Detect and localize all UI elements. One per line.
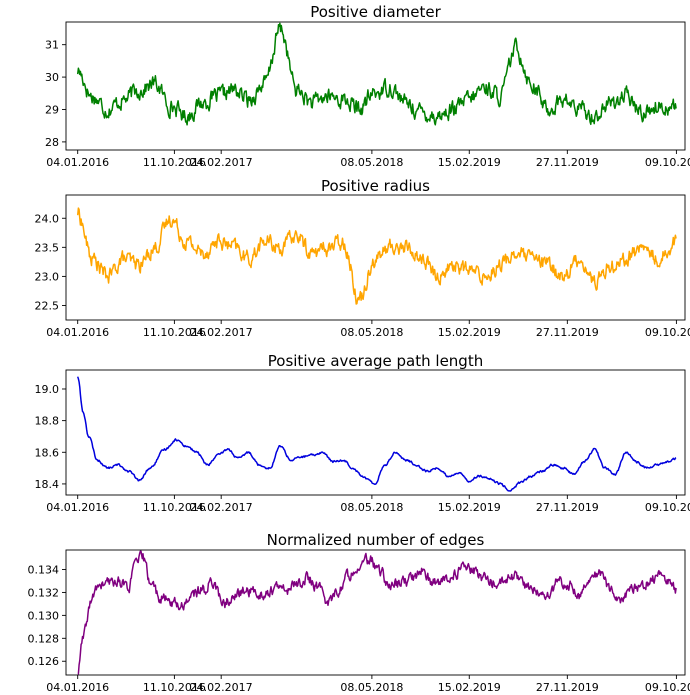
x-tick-label: 11.10.2016 xyxy=(143,501,206,514)
x-tick-label: 04.01.2016 xyxy=(46,501,109,514)
y-tick-label: 0.134 xyxy=(28,563,60,576)
chart-title: Positive diameter xyxy=(310,3,441,21)
x-tick-label: 27.11.2019 xyxy=(536,501,599,514)
x-tick-label: 04.01.2016 xyxy=(46,156,109,169)
chart-title: Positive average path length xyxy=(268,352,483,370)
y-tick-label: 18.6 xyxy=(35,446,60,459)
axes-frame xyxy=(65,21,686,151)
y-tick-label: 30 xyxy=(45,71,59,84)
chart-title: Normalized number of edges xyxy=(267,531,485,549)
y-tick-label: 22.5 xyxy=(35,299,60,312)
y-tick-label: 24.0 xyxy=(35,212,60,225)
x-tick-label: 08.05.2018 xyxy=(340,156,403,169)
x-tick-label: 15.02.2019 xyxy=(438,501,501,514)
chart-diameter: Positive diameter 28 29 30 31 04.01.2016 11.10… xyxy=(45,3,690,169)
x-tick-label: 09.10.2020 xyxy=(645,681,690,694)
axes-frame xyxy=(65,369,686,496)
y-tick-label: 0.126 xyxy=(28,655,60,668)
series-line xyxy=(76,207,677,305)
y-tick-label: 23.0 xyxy=(35,270,60,283)
x-tick-label: 09.10.2020 xyxy=(645,501,690,514)
y-tick-label: 18.8 xyxy=(35,415,60,428)
series-line xyxy=(76,376,677,492)
x-tick-label: 27.11.2019 xyxy=(536,681,599,694)
y-tick-label: 28 xyxy=(45,136,59,149)
y-tick-label: 31 xyxy=(45,39,59,52)
y-tick-label: 0.128 xyxy=(28,632,60,645)
chart-title: Positive radius xyxy=(321,177,430,195)
x-tick-label: 24.02.2017 xyxy=(190,681,253,694)
y-tick-label: 29 xyxy=(45,103,59,116)
y-tick-label: 0.132 xyxy=(28,586,60,599)
x-tick-label: 08.05.2018 xyxy=(340,326,403,339)
x-tick-label: 11.10.2016 xyxy=(143,326,206,339)
x-tick-label: 09.10.2020 xyxy=(645,326,690,339)
y-tick-label: 23.5 xyxy=(35,241,60,254)
x-tick-label: 09.10.2020 xyxy=(645,156,690,169)
x-tick-label: 15.02.2019 xyxy=(438,156,501,169)
x-tick-label: 04.01.2016 xyxy=(46,326,109,339)
x-tick-label: 04.01.2016 xyxy=(46,681,109,694)
x-tick-label: 15.02.2019 xyxy=(438,681,501,694)
x-tick-label: 11.10.2016 xyxy=(143,156,206,169)
y-tick-label: 19.0 xyxy=(35,383,60,396)
y-tick-label: 0.130 xyxy=(28,609,60,622)
chart-path-length: Positive average path length 18.4 18.6 18.8… xyxy=(35,352,690,514)
series-line xyxy=(77,550,677,675)
x-tick-label: 24.02.2017 xyxy=(190,326,253,339)
x-tick-label: 08.05.2018 xyxy=(340,681,403,694)
x-tick-label: 27.11.2019 xyxy=(536,326,599,339)
x-tick-label: 24.02.2017 xyxy=(190,156,253,169)
x-tick-label: 08.05.2018 xyxy=(340,501,403,514)
x-tick-label: 15.02.2019 xyxy=(438,326,501,339)
x-tick-label: 27.11.2019 xyxy=(536,156,599,169)
y-tick-label: 18.4 xyxy=(35,478,60,491)
x-tick-label: 24.02.2017 xyxy=(190,501,253,514)
axes-frame xyxy=(65,549,686,676)
series-line xyxy=(76,22,677,126)
chart-radius: Positive radius 22.5 23.0 23.5 24.0 04.01.201… xyxy=(35,177,690,339)
chart-edges: Normalized number of edges 0.126 0.128 0.13… xyxy=(28,531,690,694)
x-tick-label: 11.10.2016 xyxy=(143,681,206,694)
axes-frame xyxy=(65,194,686,321)
